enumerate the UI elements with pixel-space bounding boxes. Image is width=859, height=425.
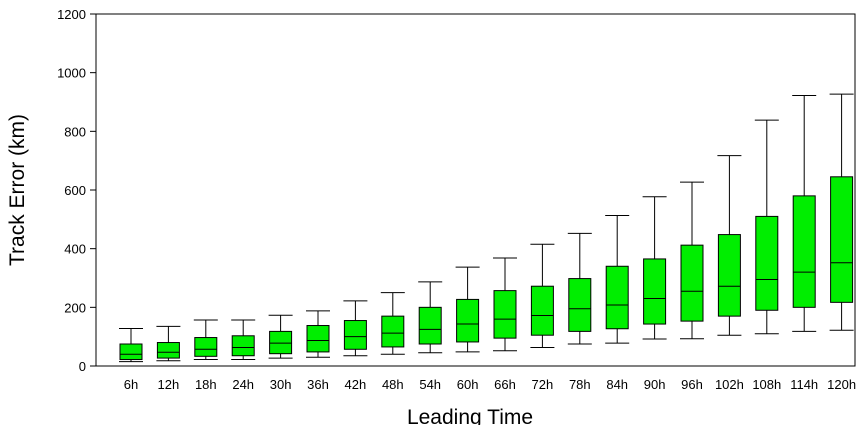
box-78h <box>567 232 592 345</box>
x-tick-label: 120h <box>827 377 856 392</box>
box-30h <box>268 314 293 359</box>
iqr-box <box>269 330 293 355</box>
x-tick-label: 90h <box>644 377 666 392</box>
iqr-box <box>568 278 592 332</box>
y-tick-label: 600 <box>64 183 86 198</box>
y-tick-label: 0 <box>79 359 86 374</box>
y-tick-label: 200 <box>64 300 86 315</box>
x-tick-label: 42h <box>345 377 367 392</box>
iqr-box <box>156 342 180 359</box>
x-tick-label: 96h <box>681 377 703 392</box>
box-48h <box>380 292 405 355</box>
box-120h <box>829 93 854 331</box>
x-tick-label: 60h <box>457 377 479 392</box>
x-tick-label: 78h <box>569 377 591 392</box>
y-tick-label: 800 <box>64 124 86 139</box>
x-tick-label: 24h <box>232 377 254 392</box>
iqr-box <box>680 244 704 322</box>
iqr-box <box>643 258 667 325</box>
box-66h <box>493 257 517 352</box>
x-tick-label: 30h <box>270 377 292 392</box>
boxes-layer <box>119 93 854 363</box>
iqr-box <box>381 315 405 348</box>
y-tick-label: 1200 <box>57 7 86 22</box>
box-12h <box>156 325 181 362</box>
iqr-box <box>830 176 854 303</box>
x-tick-label: 36h <box>307 377 329 392</box>
box-54h <box>418 281 443 354</box>
box-90h <box>642 196 667 340</box>
box-114h <box>792 95 817 332</box>
iqr-box <box>717 234 741 317</box>
iqr-box <box>530 285 554 336</box>
box-6h <box>119 327 143 363</box>
x-tick-label: 18h <box>195 377 217 392</box>
x-tick-label: 6h <box>124 377 138 392</box>
x-axis: 6h 12h 18h 24h 30h 36h 42h 48h 54h 60h 66h 72h 78h 84… <box>124 377 856 392</box>
box-60h <box>455 266 480 353</box>
x-tick-label: 12h <box>158 377 180 392</box>
x-tick-label: 108h <box>752 377 781 392</box>
y-axis-title: Track Error (km) <box>6 114 29 266</box>
iqr-box <box>119 343 143 361</box>
box-84h <box>605 215 630 344</box>
x-tick-label: 66h <box>494 377 516 392</box>
box-108h <box>754 119 779 335</box>
iqr-box <box>231 335 255 357</box>
x-tick-label: 48h <box>382 377 404 392</box>
iqr-box <box>605 265 629 330</box>
x-axis-title: Leading Time <box>407 406 533 425</box>
box-102h <box>717 155 742 336</box>
iqr-box <box>456 298 480 343</box>
iqr-box <box>755 215 779 311</box>
box-24h <box>231 319 256 361</box>
x-tick-label: 114h <box>790 377 818 392</box>
x-tick-label: 72h <box>532 377 554 392</box>
x-tick-label: 54h <box>419 377 441 392</box>
box-72h <box>530 243 555 349</box>
iqr-box <box>418 306 442 345</box>
iqr-box <box>792 195 816 308</box>
y-tick-label: 1000 <box>57 66 86 81</box>
x-tick-label: 102h <box>715 377 744 392</box>
y-axis: 0 200 400 600 800 1000 1200 <box>57 7 96 374</box>
box-96h <box>680 181 704 340</box>
iqr-box <box>194 337 218 357</box>
box-42h <box>343 300 368 357</box>
y-tick-label: 400 <box>64 242 86 257</box>
x-tick-label: 84h <box>606 377 628 392</box>
iqr-box <box>493 290 517 339</box>
iqr-box <box>306 325 330 353</box>
iqr-box <box>343 320 367 350</box>
box-18h <box>193 319 218 361</box>
box-36h <box>306 310 330 358</box>
